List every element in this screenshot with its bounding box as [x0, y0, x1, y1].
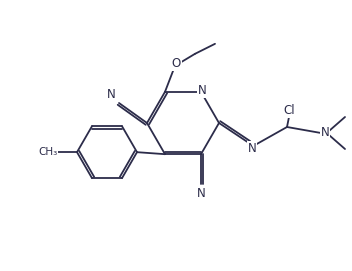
Text: Cl: Cl [283, 105, 295, 118]
Text: N: N [197, 84, 206, 97]
Text: N: N [321, 125, 329, 138]
Text: O: O [171, 57, 181, 70]
Text: CH₃: CH₃ [38, 147, 58, 157]
Text: N: N [197, 187, 205, 200]
Text: N: N [247, 141, 256, 154]
Text: N: N [107, 88, 115, 101]
